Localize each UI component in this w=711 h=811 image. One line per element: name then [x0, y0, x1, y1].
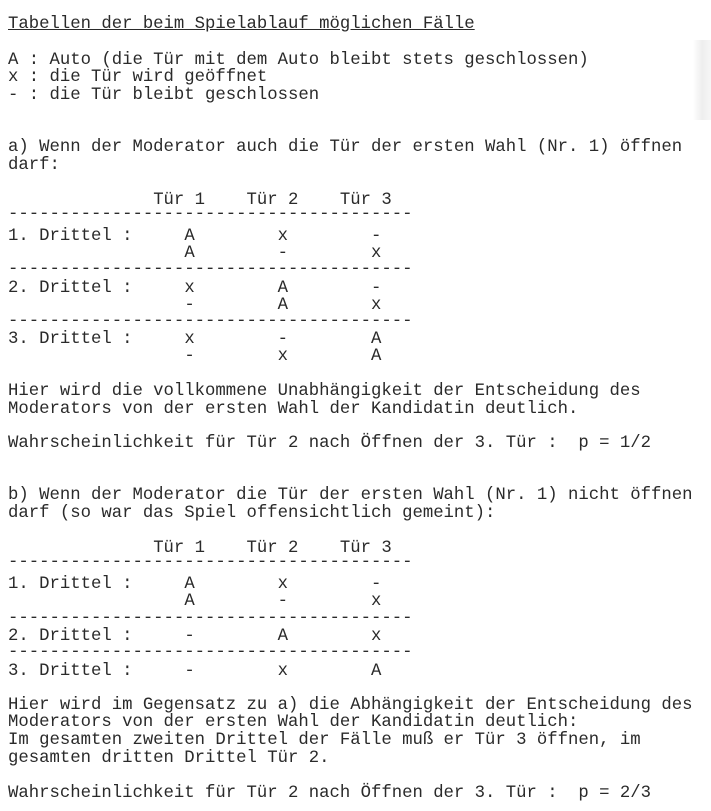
table-cell: x: [371, 244, 382, 263]
table-row: - A x: [8, 297, 381, 315]
table-cell: -: [184, 347, 195, 366]
table-cell: A: [371, 662, 382, 681]
section-b-conclusion: gesamten dritten Drittel Tür 2.: [8, 749, 330, 768]
legend-line: x : die Tür wird geöffnet: [8, 68, 268, 87]
table-cell: -: [184, 296, 195, 315]
table-cell: -: [277, 592, 289, 611]
table-row: A - x: [8, 245, 381, 263]
table-cell: x: [277, 662, 289, 681]
table-cell: A: [371, 347, 382, 366]
section-b-probability: Wahrscheinlichkeit für Tür 2 nach Öffnen…: [8, 784, 651, 803]
section-a-intro: darf:: [8, 156, 60, 175]
spacer: [195, 347, 278, 366]
table-cell: x: [277, 347, 289, 366]
table-divider: ---------------------------------------: [8, 205, 413, 224]
legend-line: - : die Tür bleibt geschlossen: [8, 86, 320, 105]
table-row: A - x: [8, 593, 381, 611]
spacer: [288, 662, 371, 681]
table-divider: ---------------------------------------: [8, 553, 413, 572]
row-label: 2. Drittel :: [8, 279, 133, 298]
legend-line: A : Auto (die Tür mit dem Auto bleibt st…: [8, 51, 589, 70]
section-b-conclusion: Im gesamten zweiten Drittel der Fälle mu…: [8, 731, 641, 750]
table-cell: x: [184, 279, 195, 298]
table-row: 1. Drittel : A x -: [8, 228, 381, 246]
section-b-conclusion: Moderators von der ersten Wahl der Kandi…: [8, 713, 579, 732]
section-a-conclusion: Moderators von der ersten Wahl der Kandi…: [8, 400, 579, 419]
table-row: 1. Drittel : A x -: [8, 576, 381, 594]
table-divider: ---------------------------------------: [8, 643, 413, 662]
section-b-conclusion: Hier wird im Gegensatz zu a) die Abhängi…: [8, 696, 693, 715]
table-cell: -: [371, 227, 382, 246]
table-cell: x: [277, 227, 289, 246]
table-header: Tür 1 Tür 2 Tür 3: [8, 192, 392, 210]
table-divider: ---------------------------------------: [8, 609, 413, 628]
table-cell: -: [277, 244, 289, 263]
row-label: 2. Drittel :: [8, 627, 133, 646]
table-cell: x: [184, 330, 195, 349]
table-cell: x: [371, 296, 382, 315]
table-cell: x: [277, 575, 289, 594]
table-cell: x: [371, 627, 382, 646]
table-cell: -: [277, 330, 289, 349]
row-label: 3. Drittel :: [8, 662, 133, 681]
table-cell: x: [371, 592, 382, 611]
document-title: Tabellen der beim Spielablauf möglichen …: [8, 15, 475, 34]
table-header: Tür 1 Tür 2 Tür 3: [8, 540, 392, 558]
spacer: [8, 347, 184, 366]
table-cell: -: [371, 279, 382, 298]
table-cell: A: [277, 279, 289, 298]
table-row: - x A: [8, 348, 381, 366]
spacer: [195, 662, 278, 681]
table-cell: -: [371, 575, 382, 594]
section-b-intro: darf (so war das Spiel offensichtlich ge…: [8, 504, 496, 523]
table-row: 2. Drittel : - A x: [8, 628, 381, 646]
table-cell: -: [184, 627, 195, 646]
table-row: 3. Drittel : - x A: [8, 663, 381, 681]
row-label: 1. Drittel :: [8, 227, 133, 246]
section-b-intro: b) Wenn der Moderator die Tür der ersten…: [8, 486, 693, 505]
table-cell: A: [371, 330, 382, 349]
column-header: Tür 2: [246, 539, 299, 558]
column-header: Tür 3: [339, 191, 392, 210]
section-a-conclusion: Hier wird die vollkommene Unabhängigkeit…: [8, 382, 641, 401]
spacer: [132, 662, 184, 681]
column-header: Tür 1: [153, 539, 206, 558]
table-cell: A: [184, 592, 195, 611]
row-label: 3. Drittel :: [8, 330, 133, 349]
table-row: 3. Drittel : x - A: [8, 331, 381, 349]
scan-smudge: [693, 40, 711, 120]
table-cell: A: [184, 575, 195, 594]
column-header: Tür 1: [153, 191, 206, 210]
column-header: Tür 2: [246, 191, 299, 210]
table-cell: A: [277, 296, 289, 315]
column-header: Tür 3: [339, 539, 392, 558]
row-label: 1. Drittel :: [8, 575, 133, 594]
section-a-probability: Wahrscheinlichkeit für Tür 2 nach Öffnen…: [8, 434, 651, 453]
table-cell: -: [184, 662, 195, 681]
table-divider: ---------------------------------------: [8, 312, 413, 331]
table-cell: A: [184, 244, 195, 263]
table-row: 2. Drittel : x A -: [8, 280, 381, 298]
table-cell: A: [184, 227, 195, 246]
table-cell: A: [277, 627, 289, 646]
table-divider: ---------------------------------------: [8, 260, 413, 279]
section-a-intro: a) Wenn der Moderator auch die Tür der e…: [8, 138, 683, 157]
spacer: [288, 347, 371, 366]
